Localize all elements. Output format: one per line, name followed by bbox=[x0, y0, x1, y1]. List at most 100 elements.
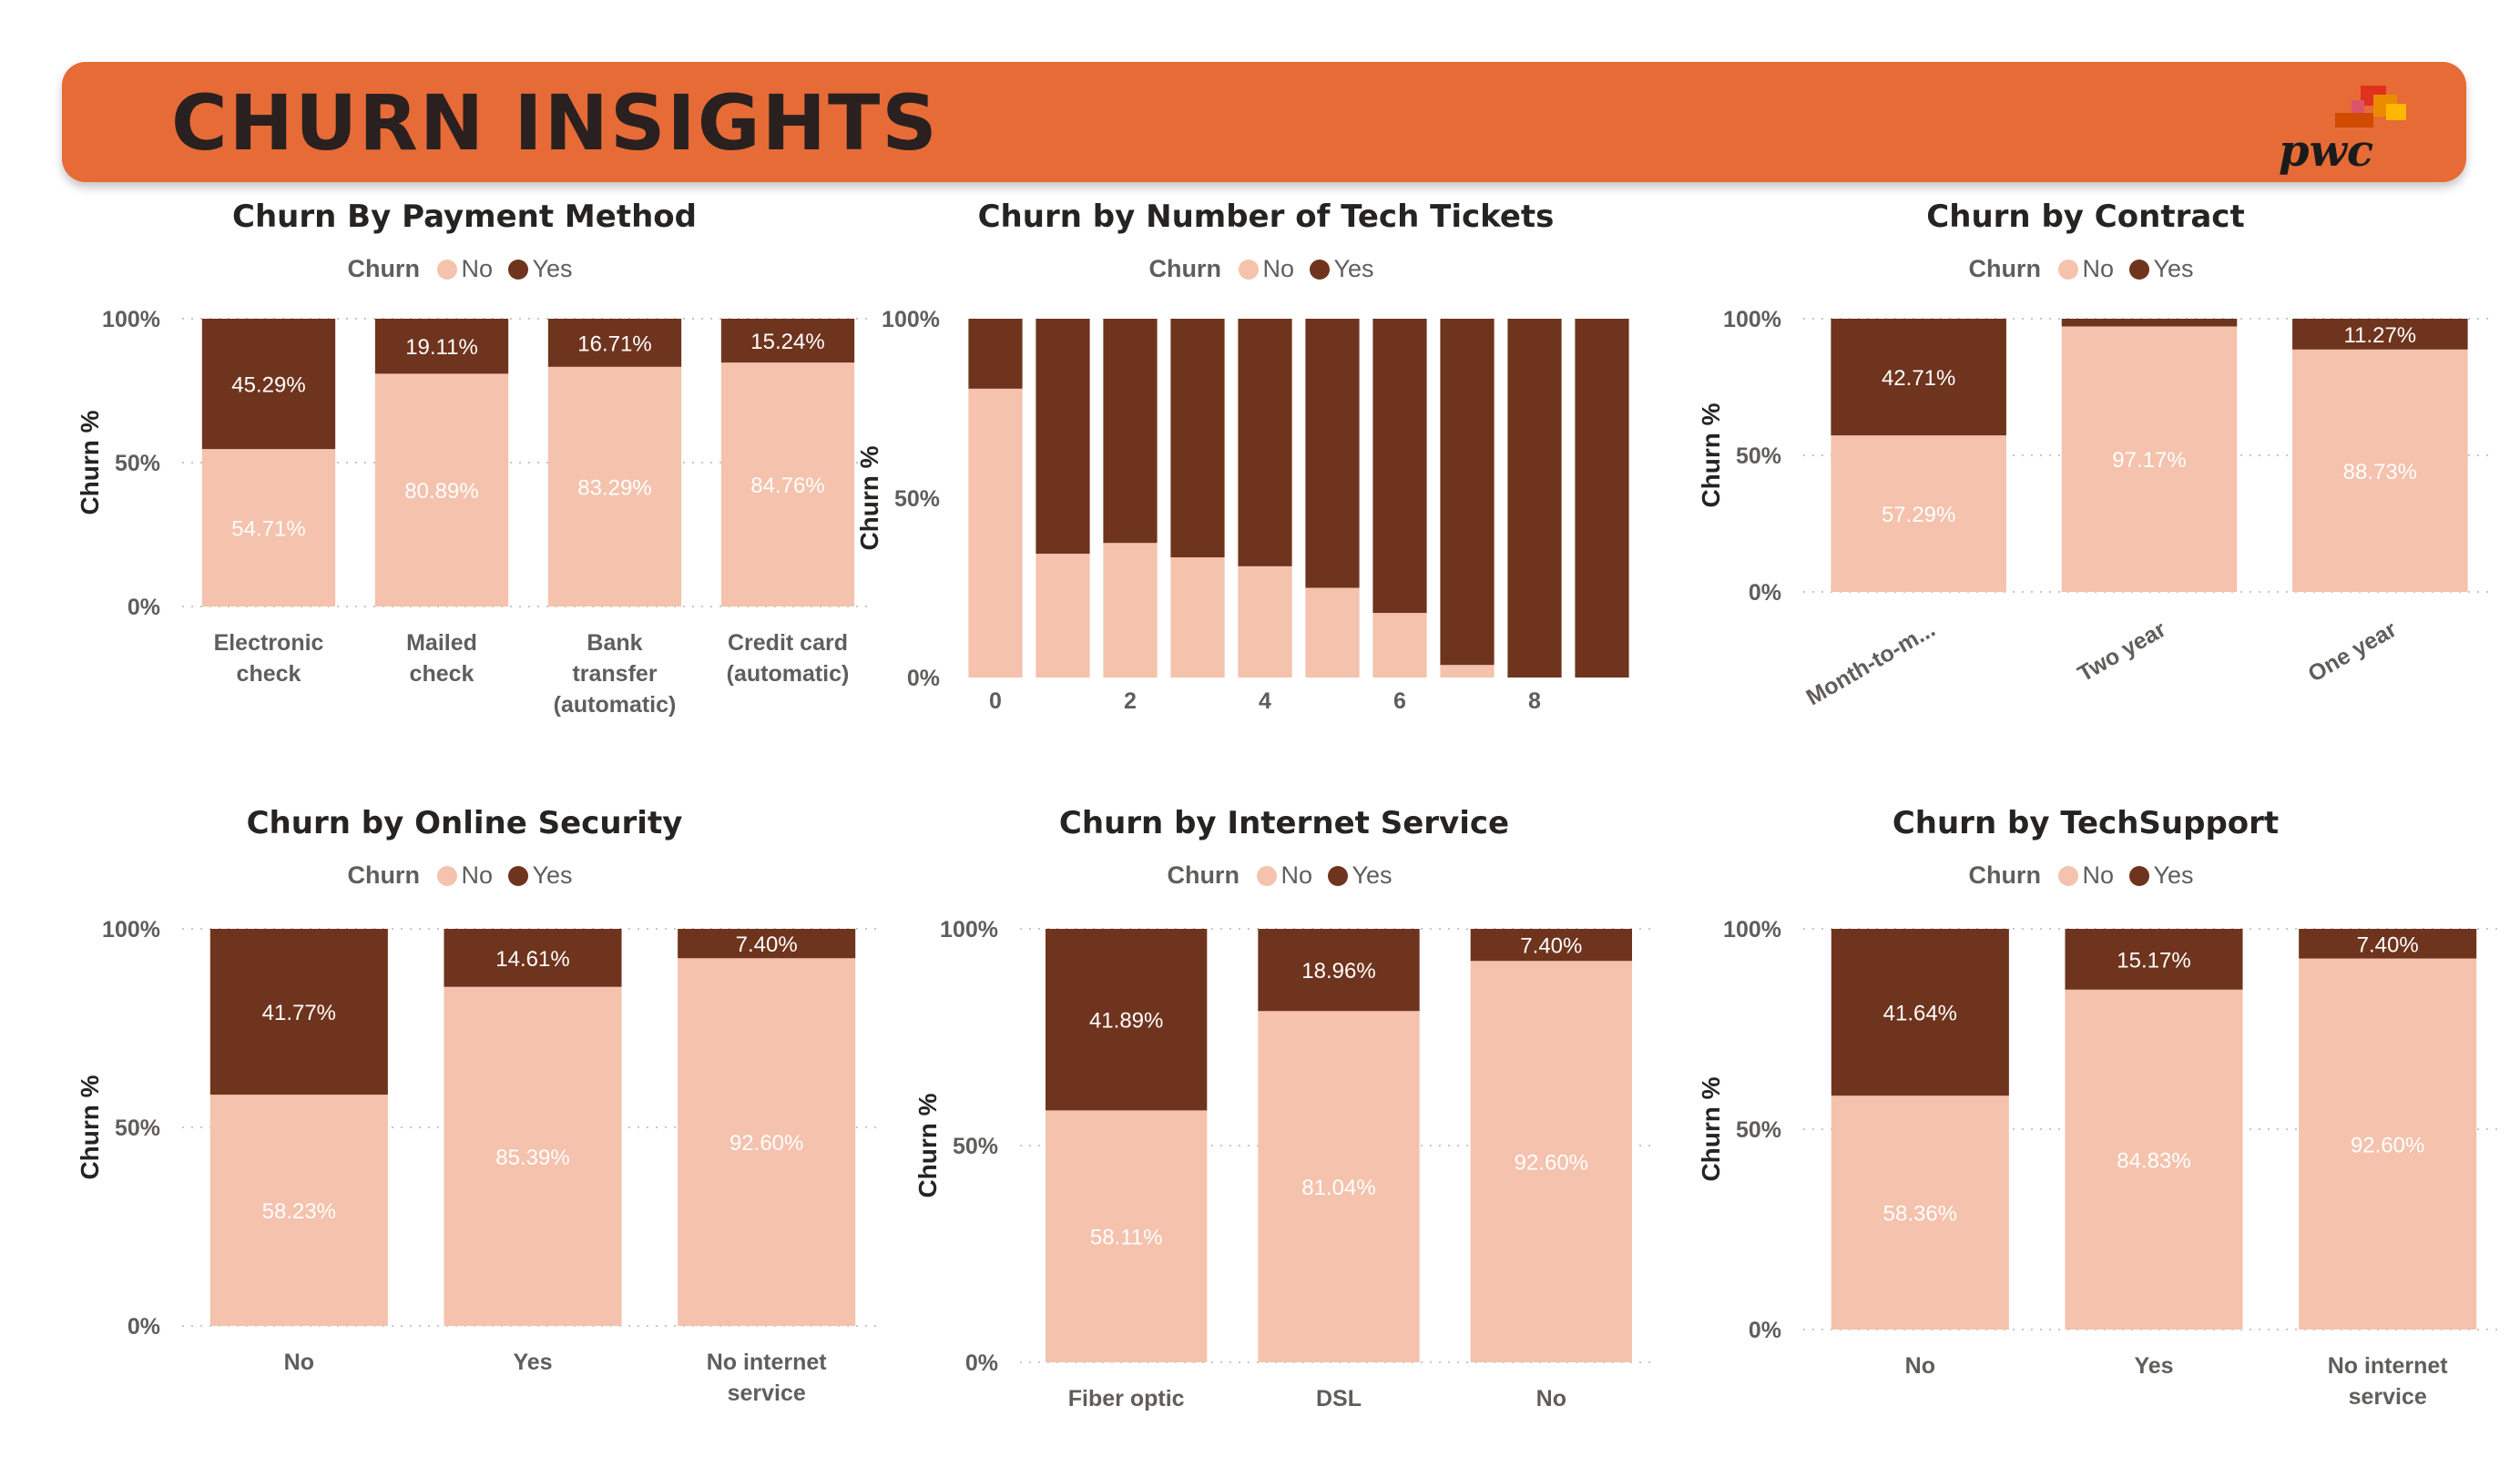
x-tick-label: Yes bbox=[513, 1350, 552, 1375]
bar-no bbox=[1238, 565, 1292, 678]
bar-no bbox=[2292, 349, 2468, 592]
y-tick-label: 100% bbox=[940, 917, 998, 942]
logo-square-4 bbox=[2335, 113, 2373, 127]
legend-label-yes: Yes bbox=[532, 861, 573, 889]
legend-title: Churn bbox=[1167, 861, 1240, 889]
legend-label-yes: Yes bbox=[1333, 255, 1374, 282]
data-label-no: 92.60% bbox=[729, 1131, 803, 1156]
y-tick-label: 50% bbox=[953, 1134, 998, 1159]
legend-label-yes: Yes bbox=[1352, 861, 1393, 889]
legend-title: Churn bbox=[347, 255, 420, 282]
x-tick-label: transfer bbox=[572, 661, 657, 687]
chart-title: Churn by Contract bbox=[1926, 199, 2245, 235]
x-tick-label: No internet bbox=[2328, 1353, 2449, 1379]
logo-square-3 bbox=[2386, 104, 2406, 120]
bar-no bbox=[1831, 1095, 2009, 1330]
bar-yes bbox=[1470, 929, 1632, 962]
legend-swatch-yes bbox=[508, 866, 529, 886]
data-label-no: 58.36% bbox=[1883, 1202, 1957, 1227]
y-axis-title: Churn % bbox=[1697, 1076, 1725, 1181]
plot-area: 0% 50% 100% Churn % 0 2 4 6 8 bbox=[855, 307, 1629, 714]
y-tick-label: 0% bbox=[1749, 1318, 1781, 1343]
data-label-yes: 41.89% bbox=[1089, 1009, 1163, 1034]
plot-area: 0% 50% 100% Churn % 57.29% 42.71% Month-to-m..… bbox=[1697, 307, 2495, 710]
pwc-logo: pwc bbox=[2279, 86, 2415, 177]
legend-swatch-no bbox=[2058, 260, 2079, 280]
y-tick-label: 0% bbox=[128, 1314, 160, 1340]
header-banner: CHURN INSIGHTS pwc bbox=[62, 62, 2466, 182]
x-tick-label: 6 bbox=[1393, 688, 1406, 714]
data-label-no: 92.60% bbox=[1515, 1151, 1588, 1176]
legend-swatch-yes bbox=[508, 260, 529, 280]
bar-no bbox=[444, 986, 622, 1326]
y-tick-label: 100% bbox=[882, 307, 940, 332]
x-tick-label: Credit card bbox=[728, 630, 848, 656]
legend-swatch-no bbox=[2058, 866, 2079, 886]
y-tick-label: 0% bbox=[128, 595, 160, 620]
chart-tech-tickets: Churn by Number of Tech Tickets Churn No… bbox=[847, 199, 1685, 745]
x-tick-label: Month-to-m... bbox=[1802, 616, 1940, 710]
y-tick-label: 50% bbox=[1736, 443, 1781, 469]
legend-swatch-no bbox=[437, 866, 458, 886]
x-tick-label: Two year bbox=[2074, 616, 2170, 688]
bar-yes bbox=[1170, 319, 1225, 558]
chart-title: Churn by TechSupport bbox=[1892, 805, 2280, 841]
bar-yes bbox=[1258, 929, 1420, 1012]
legend-title: Churn bbox=[1968, 255, 2041, 282]
x-tick-label: service bbox=[728, 1381, 806, 1406]
bar-no bbox=[1170, 557, 1225, 678]
bar-no bbox=[720, 362, 855, 606]
legend-swatch-no bbox=[437, 260, 458, 280]
legend-label-yes: Yes bbox=[2153, 861, 2194, 889]
data-label-no: 58.11% bbox=[1090, 1226, 1163, 1250]
legend-label-no: No bbox=[461, 255, 493, 282]
y-tick-label: 0% bbox=[907, 666, 940, 691]
data-label-no: 97.17% bbox=[2112, 448, 2186, 473]
chart-internet-service: Churn by Internet Service Churn No Yes 0… bbox=[865, 805, 1703, 1424]
plot-area: 0% 50% 100% Churn % 58.36% 41.64% No 84.83% 15.1… bbox=[1697, 917, 2505, 1410]
x-tick-label: 0 bbox=[989, 688, 1002, 714]
bar-no bbox=[1305, 587, 1360, 678]
y-tick-label: 50% bbox=[894, 486, 940, 512]
x-tick-label: 2 bbox=[1124, 688, 1137, 714]
plot-area: 0% 50% 100% Churn % 58.23% 41.77% No 85.39% 14.6… bbox=[76, 917, 883, 1406]
bar-yes bbox=[1831, 319, 2006, 436]
y-tick-label: 100% bbox=[102, 307, 160, 332]
bar-yes bbox=[2299, 929, 2477, 959]
legend: Churn No Yes bbox=[46, 255, 883, 283]
bar-no bbox=[678, 958, 856, 1326]
y-tick-label: 0% bbox=[1749, 580, 1781, 606]
y-tick-label: 100% bbox=[1723, 917, 1781, 942]
chart-title: Churn by Internet Service bbox=[1058, 805, 1510, 841]
y-axis-title: Churn % bbox=[76, 410, 104, 515]
y-tick-label: 100% bbox=[102, 917, 160, 942]
bar-yes bbox=[444, 929, 622, 987]
legend: Churn No Yes bbox=[46, 861, 883, 890]
chart-techsupport: Churn by TechSupport Churn No Yes 0% 50% 1… bbox=[1667, 805, 2505, 1424]
bar-yes bbox=[1372, 319, 1427, 614]
data-label-no: 81.04% bbox=[1301, 1176, 1375, 1200]
bar-no bbox=[547, 366, 682, 606]
bar-yes bbox=[1575, 319, 1629, 678]
chart-title: Churn by Online Security bbox=[246, 805, 683, 841]
bar-yes bbox=[1103, 319, 1158, 544]
x-tick-label: No bbox=[1536, 1386, 1566, 1411]
data-label-no: 88.73% bbox=[2343, 460, 2417, 484]
data-label-yes: 7.40% bbox=[2357, 932, 2419, 957]
x-tick-label: One year bbox=[2304, 616, 2402, 688]
legend: Churn No Yes bbox=[1667, 861, 2505, 890]
bar-yes bbox=[2065, 929, 2243, 990]
data-label-yes: 15.24% bbox=[750, 330, 824, 354]
legend-title: Churn bbox=[1148, 255, 1221, 282]
data-label-yes: 19.11% bbox=[405, 335, 478, 360]
bar-yes bbox=[678, 929, 856, 959]
data-label-yes: 7.40% bbox=[1520, 934, 1582, 959]
x-tick-label: check bbox=[237, 661, 301, 687]
bar-yes bbox=[1305, 319, 1360, 588]
x-tick-label: (automatic) bbox=[727, 661, 850, 687]
data-label-no: 58.23% bbox=[262, 1199, 336, 1224]
bar-yes bbox=[1238, 319, 1292, 566]
legend-label-no: No bbox=[2082, 861, 2114, 889]
y-tick-label: 0% bbox=[965, 1350, 998, 1376]
y-tick-label: 50% bbox=[115, 1116, 160, 1141]
